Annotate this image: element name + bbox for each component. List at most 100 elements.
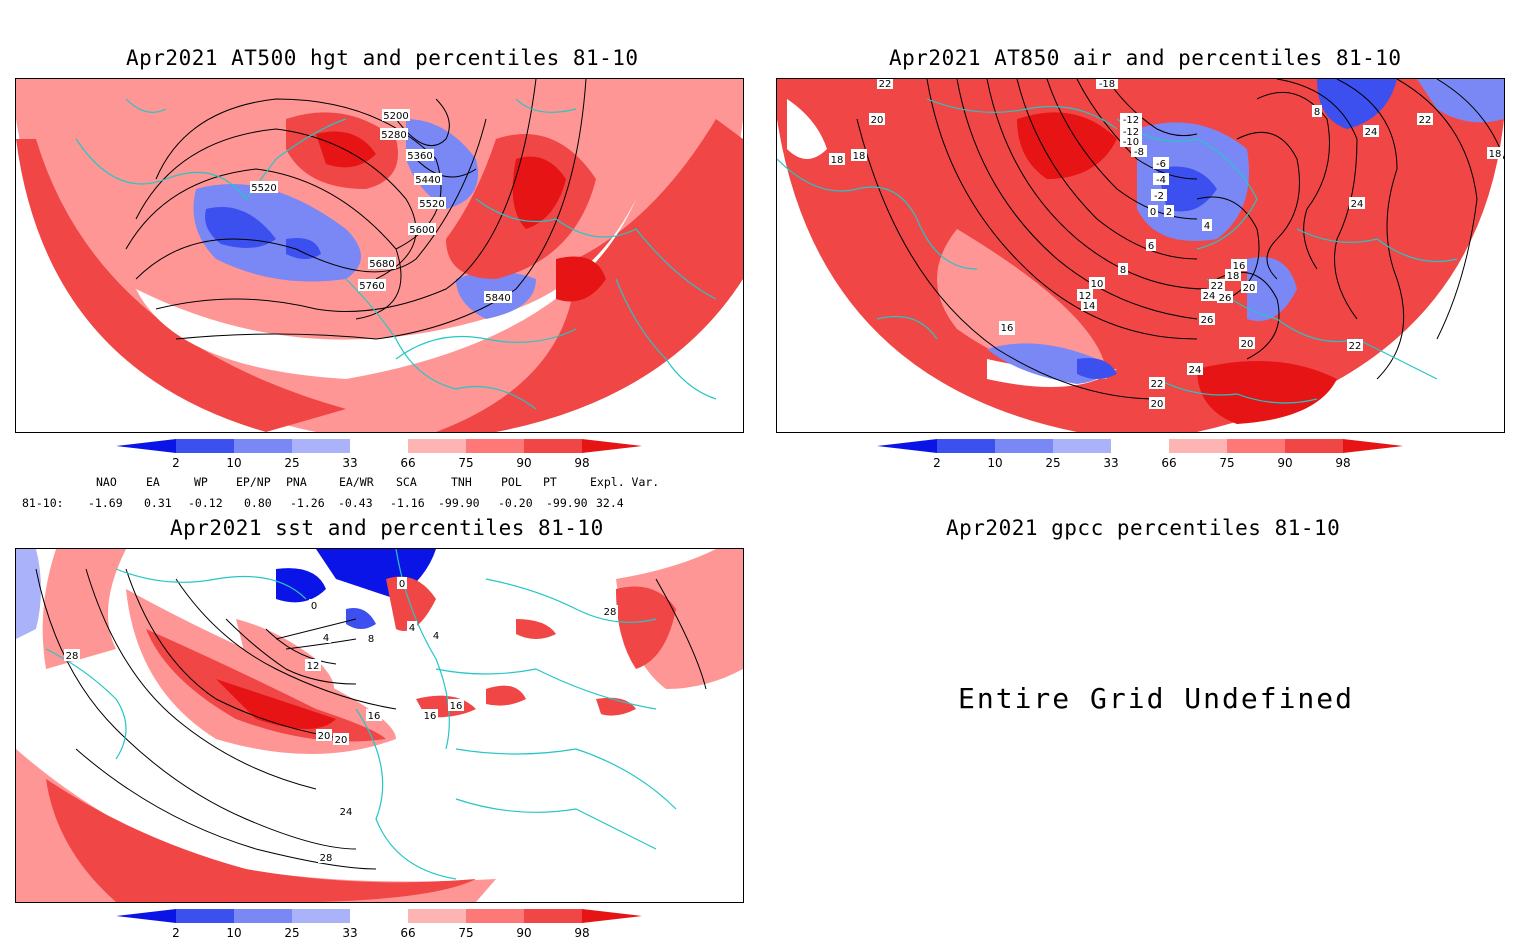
- contour-label-bg: [1187, 363, 1203, 375]
- colorbar-tick-label: 90: [1277, 456, 1292, 470]
- undefined-grid-message: Entire Grid Undefined: [958, 682, 1355, 715]
- colorbar-segment: [937, 439, 995, 453]
- colorbar-segment: [292, 909, 350, 923]
- colorbar-tick-label: 98: [574, 926, 589, 940]
- index-header: TNH: [451, 475, 472, 489]
- contour-label: 0: [399, 579, 405, 590]
- index-header: PT: [543, 475, 557, 489]
- index-header: PNA: [286, 475, 307, 489]
- colorbar-segment: [408, 439, 466, 453]
- contour-label-bg: [1347, 339, 1363, 351]
- contour-label: 16: [368, 711, 381, 722]
- contour-label-bg: [1239, 337, 1255, 349]
- panel1-map: 5200 5280 5360 5440 5520 5520 5600 5680 5760 5840: [15, 78, 744, 433]
- contour-label: -12: [1123, 115, 1139, 126]
- contour-label: 24: [340, 807, 353, 818]
- contour-label: -2: [1154, 191, 1164, 202]
- contour-label-bg: [1231, 259, 1247, 271]
- contour-label-bg: [414, 173, 442, 185]
- colorbar-tick-label: 25: [1045, 456, 1060, 470]
- colorbar-segment: [466, 909, 524, 923]
- contour-label-bg: [1202, 219, 1212, 231]
- contour-label-bg: [1096, 79, 1118, 89]
- contour-label-bg: [1164, 205, 1174, 217]
- contour-label-bg: [484, 291, 512, 303]
- contour-label: 26: [1219, 293, 1232, 304]
- contour-label: 5520: [251, 183, 276, 194]
- contour-label-bg: [1077, 289, 1093, 301]
- contour-label-bg: [408, 223, 436, 235]
- contour-label: -8: [1134, 147, 1144, 158]
- index-header: SCA: [396, 475, 417, 489]
- index-value: -99.90: [438, 496, 480, 510]
- contour-label: 2: [1166, 207, 1172, 218]
- panel4-title: Apr2021 gpcc percentiles 81-10: [946, 516, 1341, 540]
- contour-label: 20: [335, 735, 348, 746]
- colorbar-segment: [234, 909, 292, 923]
- index-value: -99.90: [546, 496, 588, 510]
- colorbar-segment: [176, 439, 234, 453]
- colorbar-arrow-high: [582, 439, 642, 453]
- contour-label-bg: [431, 629, 441, 641]
- contour-label: 20: [1241, 339, 1254, 350]
- colorbar-arrow-low: [116, 439, 176, 453]
- contour-label: 4: [323, 633, 329, 644]
- contour-label: 18: [853, 151, 866, 162]
- colorbar-arrow-low: [116, 909, 176, 923]
- contour-label-bg: [1201, 289, 1217, 301]
- index-value: 0.80: [244, 496, 272, 510]
- contour-label: 22: [1419, 115, 1432, 126]
- index-value: -1.16: [390, 496, 425, 510]
- contour-label-bg: [338, 805, 354, 817]
- colorbar-tick-label: 10: [226, 926, 241, 940]
- contour-label: 22: [1211, 281, 1224, 292]
- contour-label-bg: [1153, 173, 1169, 185]
- contour-label-bg: [397, 577, 407, 589]
- panel2-contour-labels: 2220181816-18-12-12-10-8-6-4-20246810121…: [829, 79, 1503, 410]
- contour-label: 4: [409, 623, 415, 634]
- colorbar-tick-label: 66: [1161, 456, 1176, 470]
- contour-label: 5520: [419, 199, 444, 210]
- contour-label-bg: [318, 851, 334, 863]
- index-value: -1.69: [88, 496, 123, 510]
- contour-label-bg: [1217, 291, 1233, 303]
- contour-label-bg: [333, 733, 349, 745]
- contour-label: 16: [424, 711, 437, 722]
- contour-label: 20: [871, 115, 884, 126]
- index-value: -1.26: [290, 496, 325, 510]
- contour-label: 16: [1233, 261, 1246, 272]
- colorbar-arrow-low: [877, 439, 937, 453]
- contour-label-bg: [406, 149, 434, 161]
- colorbar-tick-label: 66: [400, 456, 415, 470]
- contour-label: 24: [1365, 127, 1378, 138]
- contour-label: -4: [1156, 175, 1166, 186]
- contour-label: 8: [368, 634, 374, 645]
- colorbar-panel3: 2 10 25 33 66 75 90 98: [116, 909, 644, 943]
- contour-label-bg: [1209, 279, 1225, 291]
- contour-label: 5440: [415, 175, 440, 186]
- contour-label-bg: [1225, 269, 1241, 281]
- contour-label-bg: [321, 631, 331, 643]
- contour-label: 24: [1203, 291, 1216, 302]
- colorbar-tick-label: 33: [342, 926, 357, 940]
- contour-label: 24: [1189, 365, 1202, 376]
- contour-label-bg: [829, 153, 845, 165]
- contour-label-bg: [869, 113, 885, 125]
- index-header: EA: [146, 475, 160, 489]
- contour-label: 18: [831, 155, 844, 166]
- contour-label-bg: [1089, 277, 1105, 289]
- contour-label: 28: [320, 853, 333, 864]
- contour-label-bg: [1118, 263, 1128, 275]
- colorbar-tick-label: 25: [284, 926, 299, 940]
- panel3-map: 0 0 4 4 8 12 4 28 16 16 16 20 20 24 28 28: [15, 548, 744, 903]
- contour-label-bg: [999, 321, 1015, 333]
- contour-label: 5280: [381, 130, 406, 141]
- colorbar-segment: [1285, 439, 1343, 453]
- contour-label: 22: [1151, 379, 1164, 390]
- contour-label: 24: [1351, 199, 1364, 210]
- contour-label-bg: [448, 699, 464, 711]
- colorbar-panel1: 2 10 25 33 66 75 90 98: [116, 439, 644, 473]
- contour-label: 14: [1083, 301, 1096, 312]
- contour-label-bg: [1487, 147, 1503, 159]
